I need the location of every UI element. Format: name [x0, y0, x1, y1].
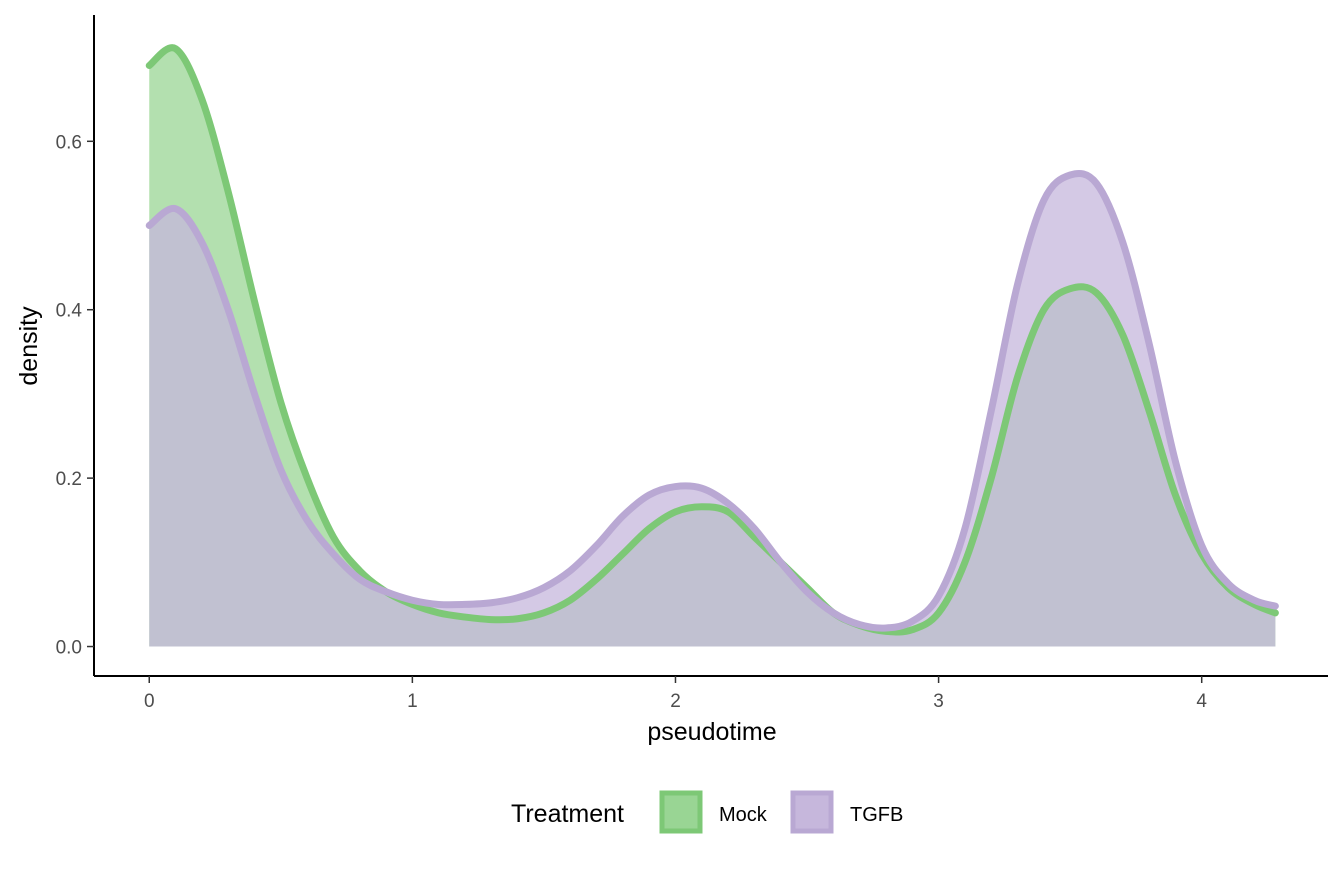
- y-tick-label: 0.4: [56, 301, 83, 322]
- y-axis-title: density: [15, 306, 43, 386]
- legend-label-mock: Mock: [719, 804, 768, 826]
- density-areas: [149, 47, 1276, 647]
- x-tick-label: 3: [933, 691, 944, 712]
- density-line-mock: [145, 44, 1279, 636]
- legend-key-mock: [659, 790, 703, 834]
- x-tick-label: 1: [407, 691, 418, 712]
- x-tick-label: 4: [1196, 691, 1207, 712]
- ticks: 0 1 2 3 4 0.0 0.2 0.4 0.6: [56, 132, 1208, 712]
- legend-label-tgfb: TGFB: [850, 804, 903, 826]
- legend-title: Treatment: [511, 800, 624, 828]
- y-tick-label: 0.2: [56, 469, 82, 490]
- density-area-tgfb: [149, 173, 1276, 647]
- x-tick-label: 0: [144, 691, 155, 712]
- x-axis-title: pseudotime: [647, 718, 776, 746]
- y-tick-label: 0.0: [56, 638, 82, 659]
- density-line-tgfb: [145, 169, 1279, 632]
- legend-key-tgfb: [790, 790, 834, 834]
- axes: [93, 15, 1328, 677]
- legend: Treatment Mock TGFB: [511, 790, 903, 834]
- density-lines: [145, 44, 1279, 636]
- y-tick-label: 0.6: [56, 132, 82, 153]
- x-tick-label: 2: [670, 691, 681, 712]
